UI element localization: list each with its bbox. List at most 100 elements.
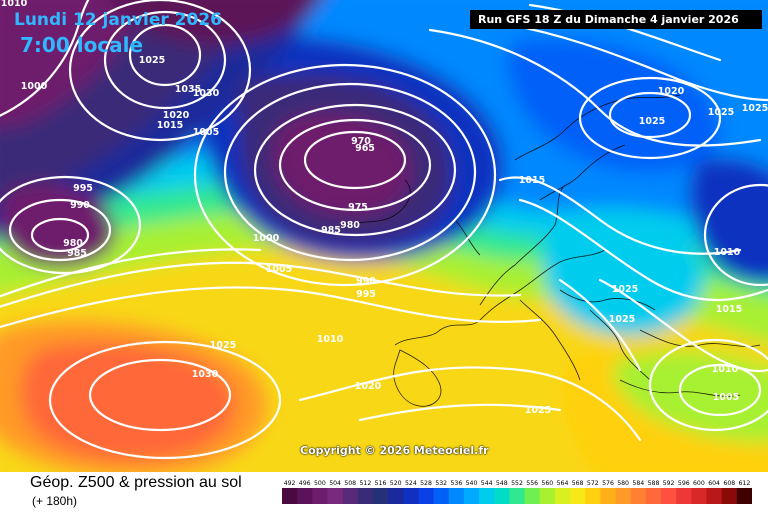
legend-swatch <box>494 488 510 504</box>
legend-tick-label: 492 <box>284 480 296 487</box>
legend-tick-label: 532 <box>435 480 447 487</box>
legend-swatch <box>524 488 541 504</box>
legend-tick-label: 548 <box>496 480 508 487</box>
isobars <box>0 0 768 458</box>
legend-tick-label: 556 <box>526 480 538 487</box>
legend-swatch <box>630 488 647 504</box>
map-label: 1005 <box>193 127 219 138</box>
geopotential-map: 1010 1025 1000 1035 1030 1020 1015 1005 … <box>0 0 768 472</box>
map-label: 1030 <box>192 369 219 380</box>
map-label: 990 <box>70 200 90 211</box>
legend-swatch <box>570 488 586 504</box>
map-label: 1015 <box>716 304 742 315</box>
legend-tick-label: 588 <box>648 480 660 487</box>
legend-tick-label: 600 <box>693 480 705 487</box>
legend-tick-label: 552 <box>511 480 523 487</box>
legend-tick-label: 500 <box>314 480 326 487</box>
map-label: 1010 <box>714 247 741 258</box>
legend-swatch <box>736 488 752 504</box>
legend-tick-label: 572 <box>587 480 599 487</box>
map-label: 1020 <box>658 86 685 97</box>
legend-swatch <box>615 488 632 504</box>
map-label: 1025 <box>612 284 638 295</box>
map-label: 1015 <box>157 120 183 131</box>
map-label: 1010 <box>712 364 739 375</box>
legend-swatch <box>600 488 616 504</box>
map-footer: Géop. Z500 & pression au sol (+ 180h) 49… <box>0 472 768 512</box>
map-label: 1025 <box>210 340 236 351</box>
map-label: 1025 <box>742 103 768 114</box>
forecast-date: Lundi 12 janvier 2026 <box>14 10 222 30</box>
isobar-labels: 1010 1025 1000 1035 1030 1020 1015 1005 … <box>1 0 768 416</box>
map-label: 995 <box>356 289 376 300</box>
map-label: 1010 <box>1 0 28 9</box>
legend-tick-label: 528 <box>420 480 432 487</box>
map-label: 1030 <box>193 88 220 99</box>
legend-swatch <box>342 488 359 504</box>
map-label: 1000 <box>21 81 48 92</box>
map-label: 990 <box>356 276 376 287</box>
legend-tick-label: 524 <box>405 480 417 487</box>
map-label: 1025 <box>639 116 665 127</box>
legend-tick-label: 608 <box>723 480 735 487</box>
legend-swatch <box>297 488 313 504</box>
legend-tick-label: 584 <box>632 480 644 487</box>
legend-tick-label: 496 <box>299 480 311 487</box>
legend-swatch <box>373 488 389 504</box>
lead-time: (+ 180h) <box>32 494 78 508</box>
legend-swatch <box>388 488 404 504</box>
forecast-time: 7:00 locale <box>20 33 144 57</box>
legend-swatch <box>721 488 738 504</box>
legend-swatch <box>282 488 298 504</box>
legend-swatch <box>691 488 707 504</box>
legend-tick-label: 568 <box>572 480 584 487</box>
legend-swatch <box>463 488 480 504</box>
map-label: 975 <box>348 202 368 213</box>
z500-color-field <box>0 0 768 472</box>
legend-tick-label: 564 <box>557 480 569 487</box>
legend-tick-label: 536 <box>450 480 462 487</box>
legend-swatch <box>433 488 450 504</box>
map-label: 985 <box>67 248 87 259</box>
map-label: 1020 <box>163 110 190 121</box>
legend-swatch <box>539 488 556 504</box>
legend-tick-label: 576 <box>602 480 614 487</box>
map-label: 965 <box>355 143 375 154</box>
legend-swatch <box>418 488 435 504</box>
map-label: 980 <box>340 220 360 231</box>
map-label: 1015 <box>519 175 545 186</box>
map-label: 1025 <box>708 107 734 118</box>
legend-swatch <box>509 488 525 504</box>
legend-tick-label: 612 <box>738 480 750 487</box>
legend-swatch <box>706 488 723 504</box>
legend-tick-label: 596 <box>678 480 690 487</box>
color-scale-legend: 492 496 500 504 508 512 516 520 524 528 532 536 540 5… <box>282 480 752 504</box>
legend-tick-label: 512 <box>359 480 371 487</box>
map-label: 1020 <box>355 381 382 392</box>
map-label: 1005 <box>713 392 739 403</box>
legend-tick-label: 592 <box>663 480 675 487</box>
map-label: 1000 <box>253 233 280 244</box>
legend-tick-label: 520 <box>390 480 402 487</box>
legend-swatch <box>645 488 662 504</box>
legend-swatch <box>357 488 374 504</box>
legend-swatch <box>676 488 692 504</box>
legend-tick-label: 544 <box>481 480 493 487</box>
legend-swatch <box>585 488 601 504</box>
legend-tick-label: 580 <box>617 480 629 487</box>
legend-tick-label: 508 <box>344 480 356 487</box>
legend-tick-label: 540 <box>466 480 478 487</box>
map-label: 1035 <box>175 84 201 95</box>
model-run-label: Run GFS 18 Z du Dimanche 4 janvier 2026 <box>470 10 762 29</box>
legend-swatch <box>661 488 677 504</box>
map-label: 1025 <box>609 314 635 325</box>
map-label: 1010 <box>317 334 344 345</box>
legend-swatch <box>554 488 571 504</box>
map-label: 995 <box>73 183 93 194</box>
map-label: 985 <box>321 225 341 236</box>
map-label: 1005 <box>266 264 292 275</box>
copyright-notice: Copyright © 2026 Meteociel.fr <box>300 444 489 457</box>
legend-tick-label: 560 <box>541 480 553 487</box>
map-label: 1025 <box>139 55 165 66</box>
